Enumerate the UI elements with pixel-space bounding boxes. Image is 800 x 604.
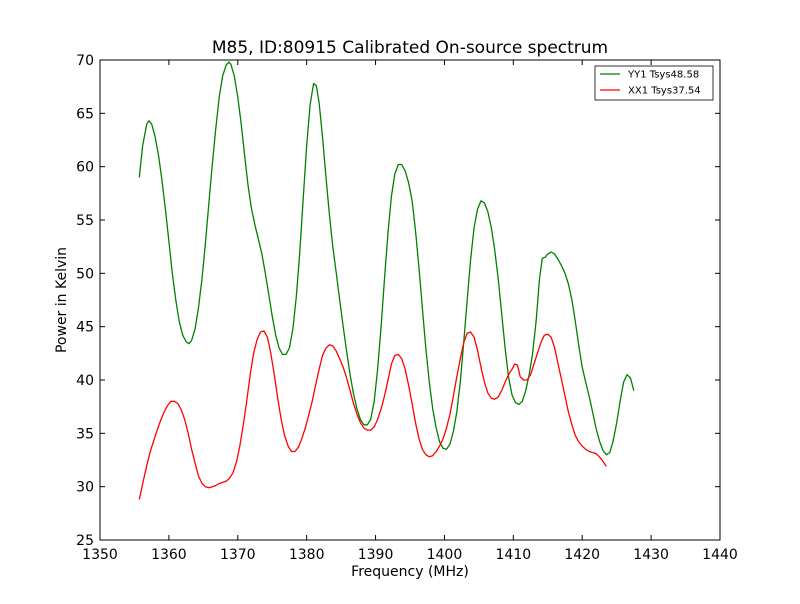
series-line-1 xyxy=(138,330,607,500)
y-tick-label-5: 50 xyxy=(76,266,94,282)
plot-area-frame xyxy=(99,59,721,541)
x-tick-label-6: 1410 xyxy=(496,547,532,563)
y-tick-label-3: 40 xyxy=(76,373,94,389)
x-tick-label-8: 1430 xyxy=(633,547,669,563)
y-tick-label-6: 55 xyxy=(76,213,94,229)
x-tick-label-9: 1440 xyxy=(702,547,738,563)
series-layer xyxy=(138,61,635,500)
x-tick-label-7: 1420 xyxy=(564,547,600,563)
y-tick-label-9: 70 xyxy=(76,53,94,69)
legend-label-1: XX1 Tsys37.54 xyxy=(628,86,701,97)
x-tick-label-3: 1380 xyxy=(289,547,325,563)
x-tick-label-0: 1350 xyxy=(82,547,118,563)
y-tick-label-0: 25 xyxy=(76,533,94,549)
y-tick-label-8: 65 xyxy=(76,106,94,122)
legend: YY1 Tsys48.58 XX1 Tsys37.54 xyxy=(594,65,714,101)
y-tick-label-7: 60 xyxy=(76,160,94,176)
y-axis-label: Power in Kelvin xyxy=(54,247,70,353)
x-tick-label-5: 1400 xyxy=(427,547,463,563)
y-tick-label-1: 30 xyxy=(76,480,94,496)
y-tick-label-2: 35 xyxy=(76,426,94,442)
chart-title: M85, ID:80915 Calibrated On-source spect… xyxy=(212,38,608,58)
tick-layer: 1350 1360 1370 1380 1390 1400 1410 1420 1430 1440… xyxy=(76,53,738,563)
y-tick-label-4: 45 xyxy=(76,320,94,336)
x-axis-label: Frequency (MHz) xyxy=(351,564,469,580)
x-tick-label-2: 1370 xyxy=(220,547,256,563)
legend-label-0: YY1 Tsys48.58 xyxy=(627,70,699,81)
x-tick-label-4: 1390 xyxy=(358,547,394,563)
series-line-0 xyxy=(138,61,635,456)
legend-box xyxy=(594,65,714,101)
x-tick-label-1: 1360 xyxy=(151,547,187,563)
